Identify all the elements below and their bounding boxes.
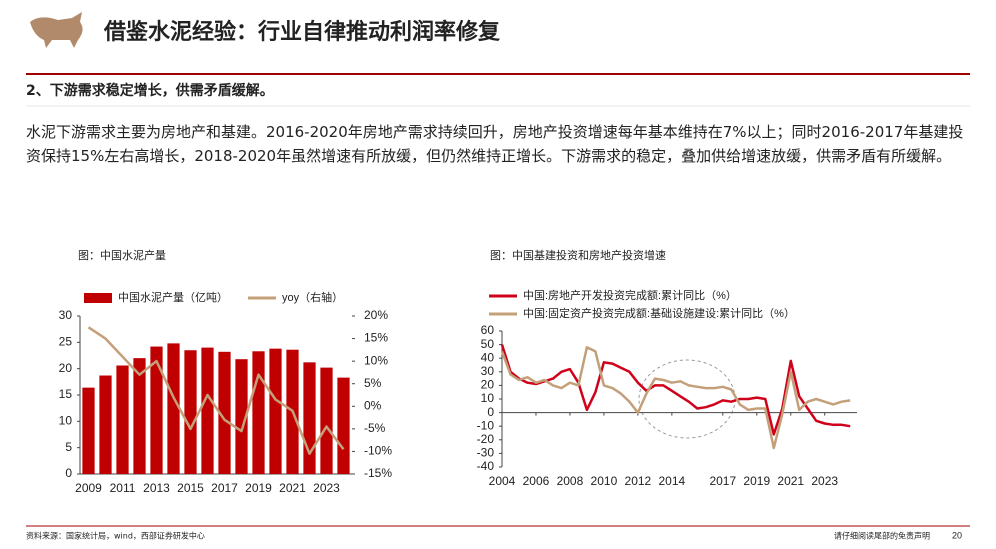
y-tick-label: -10 <box>477 418 495 432</box>
y-tick-label: 40 <box>481 350 495 364</box>
y-tick-label: 0 <box>65 466 72 480</box>
x-tick-label: 2019 <box>245 481 272 495</box>
y-tick-label: 60 <box>481 323 495 337</box>
bar <box>235 359 248 474</box>
x-tick-label: 2008 <box>557 474 584 488</box>
x-tick-label: 2013 <box>143 481 170 495</box>
y2-tick-label: 0% <box>364 398 382 412</box>
y-tick-label: 30 <box>59 308 73 322</box>
y-tick-label: 15 <box>59 387 73 401</box>
y-tick-label: 20 <box>59 361 73 375</box>
bar <box>184 350 197 474</box>
x-tick-label: 2019 <box>743 474 770 488</box>
legend-swatch <box>84 293 112 303</box>
y-tick-label: 50 <box>481 337 495 351</box>
y-tick-label: -30 <box>477 446 495 460</box>
highlight-circle <box>638 359 736 439</box>
x-tick-label: 2012 <box>625 474 652 488</box>
x-tick-label: 2010 <box>591 474 618 488</box>
y-tick-label: -40 <box>477 459 495 473</box>
legend-label: yoy（右轴） <box>282 290 343 304</box>
x-tick-label: 2009 <box>75 481 102 495</box>
legend-label: 中国:房地产开发投资完成额:累计同比（%） <box>523 288 737 302</box>
bar <box>82 387 95 474</box>
y-tick-label: 10 <box>481 391 495 405</box>
bar <box>218 351 231 474</box>
x-tick-label: 2006 <box>523 474 550 488</box>
x-tick-label: 2023 <box>811 474 838 488</box>
y-tick-label: -20 <box>477 432 495 446</box>
y-tick-label: 20 <box>481 378 495 392</box>
series-line <box>500 344 851 436</box>
y2-tick-label: 15% <box>364 331 388 345</box>
y-tick-label: 25 <box>59 335 73 349</box>
x-tick-label: 2015 <box>177 481 204 495</box>
x-tick-label: 2021 <box>777 474 804 488</box>
bar <box>99 375 112 474</box>
page-number: 20 <box>952 530 962 540</box>
bar <box>133 358 146 474</box>
y-tick-label: 10 <box>59 414 73 428</box>
y2-tick-label: -10% <box>364 444 392 458</box>
bar <box>201 347 214 474</box>
paragraph: 水泥下游需求主要为房地产和基建。2016-2020年房地产需求持续回升，房地产投… <box>26 123 964 165</box>
bar <box>320 367 333 474</box>
series-line <box>87 326 345 455</box>
x-tick-label: 2004 <box>489 474 516 488</box>
legend-label: 中国水泥产量（亿吨） <box>118 290 228 304</box>
bar <box>337 377 350 474</box>
bar <box>252 351 265 474</box>
logo <box>30 12 83 48</box>
x-tick-label: 2011 <box>110 481 136 495</box>
section-heading: 2、下游需求稳定增长，供需矛盾缓解。 <box>26 82 274 99</box>
bar <box>269 348 282 474</box>
x-tick-label: 2017 <box>709 474 736 488</box>
y2-tick-label: 20% <box>364 308 388 322</box>
bar <box>303 362 316 474</box>
caption: 图：中国水泥产量 <box>78 248 166 262</box>
y-tick-label: 30 <box>481 364 495 378</box>
y2-tick-label: 5% <box>364 376 382 390</box>
x-tick-label: 2017 <box>211 481 238 495</box>
bar <box>150 346 163 474</box>
series-line <box>500 346 851 450</box>
bar <box>167 343 180 474</box>
caption: 图：中国基建投资和房地产投资增速 <box>490 248 666 262</box>
title: 借鉴水泥经验：行业自律推动利润率修复 <box>103 19 501 45</box>
y-tick-label: 5 <box>65 440 72 454</box>
bar <box>116 365 129 474</box>
source: 资料来源：国家统计局，wind，西部证券研发中心 <box>26 531 205 541</box>
x-tick-label: 2021 <box>279 481 306 495</box>
legend-label: 中国:固定资产投资完成额:基础设施建设:累计同比（%） <box>523 306 795 320</box>
y2-tick-label: -15% <box>364 466 392 480</box>
y2-tick-label: 10% <box>364 353 388 367</box>
x-tick-label: 2014 <box>659 474 686 488</box>
disclaimer: 请仔细阅读尾部的免责声明 <box>834 531 930 541</box>
y2-tick-label: -5% <box>364 421 386 435</box>
x-tick-label: 2023 <box>313 481 340 495</box>
y-tick-label: 0 <box>487 405 494 419</box>
